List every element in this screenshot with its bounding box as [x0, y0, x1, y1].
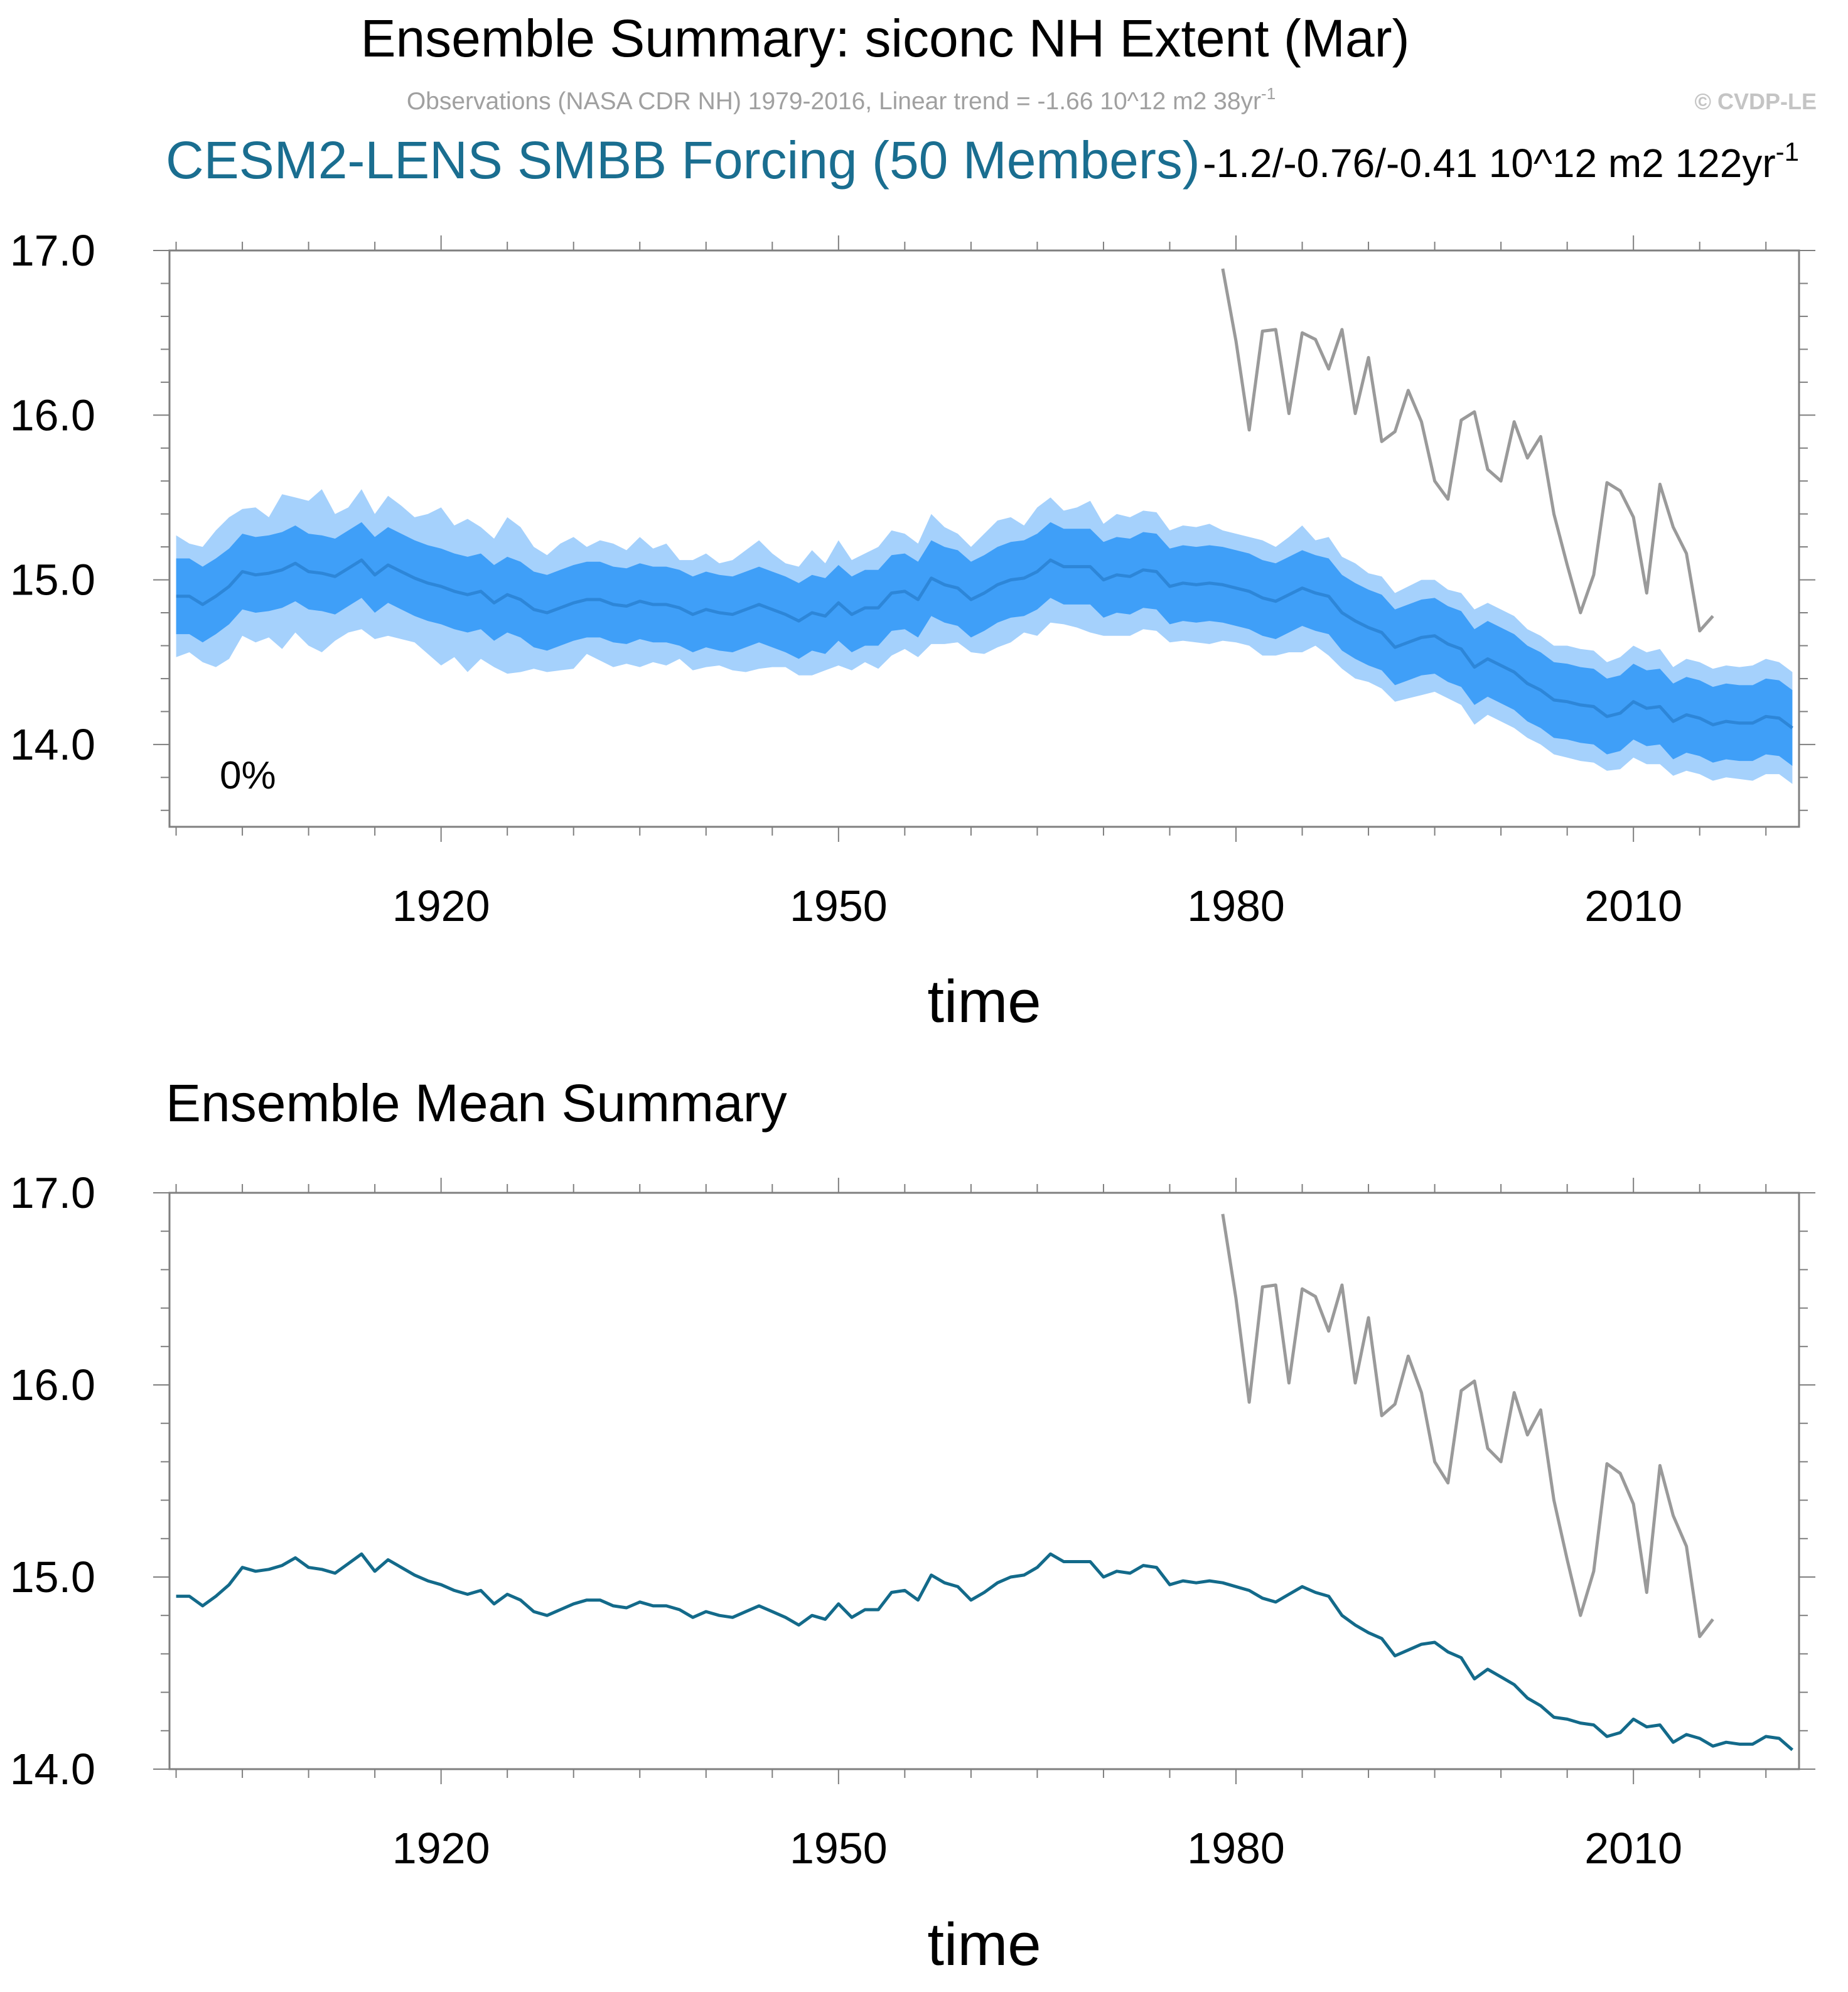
panel2-lines — [176, 1214, 1794, 1752]
panel2-x-tick-label: 1980 — [1187, 1824, 1285, 1873]
ensemble-mean-panel: Ensemble Mean Summary 1920 1950 1980 2010 14… — [10, 1074, 1815, 1978]
trend-range-sup: -1 — [1776, 137, 1799, 166]
panel2-observations-line — [1221, 1214, 1714, 1639]
panel1-lines — [176, 268, 1793, 730]
inner-spread-band — [176, 522, 1793, 766]
outer-spread-band — [176, 489, 1793, 784]
copyright-label: © CVDP-LE — [1694, 89, 1817, 114]
panel2-ticks: 1920 1950 1980 2010 14.0 15.0 16.0 17.0 — [10, 1168, 1815, 1873]
panel2-title: Ensemble Mean Summary — [166, 1074, 787, 1133]
trend-range-text: -1.2/-0.76/-0.41 10^12 m2 122yr — [1203, 141, 1775, 186]
panel2-frame — [168, 1192, 1800, 1770]
ensemble-bands — [176, 489, 1793, 784]
panel1-y-tick-label: 16.0 — [10, 390, 95, 439]
panel1-percent-note: 0% — [220, 754, 276, 797]
ensemble-spread-panel: 1920 1950 1980 2010 14.0 15.0 16.0 17.0 0% time — [10, 226, 1815, 1035]
panel1-frame — [168, 249, 1800, 828]
panel1-y-tick-label: 17.0 — [10, 226, 95, 275]
observations-note: Observations (NASA CDR NH) 1979-2016, Li… — [407, 84, 1276, 115]
panel2-x-axis-label: time — [927, 1911, 1041, 1978]
panel2-ensemble-mean-line — [176, 1552, 1794, 1752]
panel2-x-tick-label: 1950 — [790, 1824, 888, 1873]
trend-range-label: -1.2/-0.76/-0.41 10^12 m2 122yr-1 — [1203, 137, 1799, 186]
panel1-observations-line — [1221, 268, 1714, 633]
panel1-x-tick-label: 1980 — [1187, 881, 1285, 930]
panel2-y-tick-label: 17.0 — [10, 1168, 95, 1217]
panel2-x-tick-label: 2010 — [1584, 1824, 1682, 1873]
panel1-x-tick-label: 1950 — [790, 881, 888, 930]
panel1-ensemble-mean-line — [176, 558, 1793, 730]
panel2-x-tick-label: 1920 — [392, 1824, 490, 1873]
panel2-y-tick-label: 16.0 — [10, 1360, 95, 1409]
panel2-y-tick-label: 15.0 — [10, 1553, 95, 1602]
panel1-x-tick-label: 2010 — [1584, 881, 1682, 930]
panel1-y-tick-label: 14.0 — [10, 720, 95, 769]
figure-title: Ensemble Summary: siconc NH Extent (Mar) — [360, 9, 1409, 68]
panel1-x-axis-label: time — [927, 968, 1041, 1035]
panel1-x-tick-label: 1920 — [392, 881, 490, 930]
panel2-y-tick-label: 14.0 — [10, 1745, 95, 1794]
model-label: CESM2-LENS SMBB Forcing (50 Members) — [166, 131, 1200, 190]
observations-note-sup: -1 — [1261, 84, 1276, 103]
panel1-ticks: 1920 1950 1980 2010 14.0 15.0 16.0 17.0 — [10, 226, 1815, 930]
panel1-y-tick-label: 15.0 — [10, 556, 95, 605]
observations-note-text: Observations (NASA CDR NH) 1979-2016, Li… — [407, 88, 1261, 115]
